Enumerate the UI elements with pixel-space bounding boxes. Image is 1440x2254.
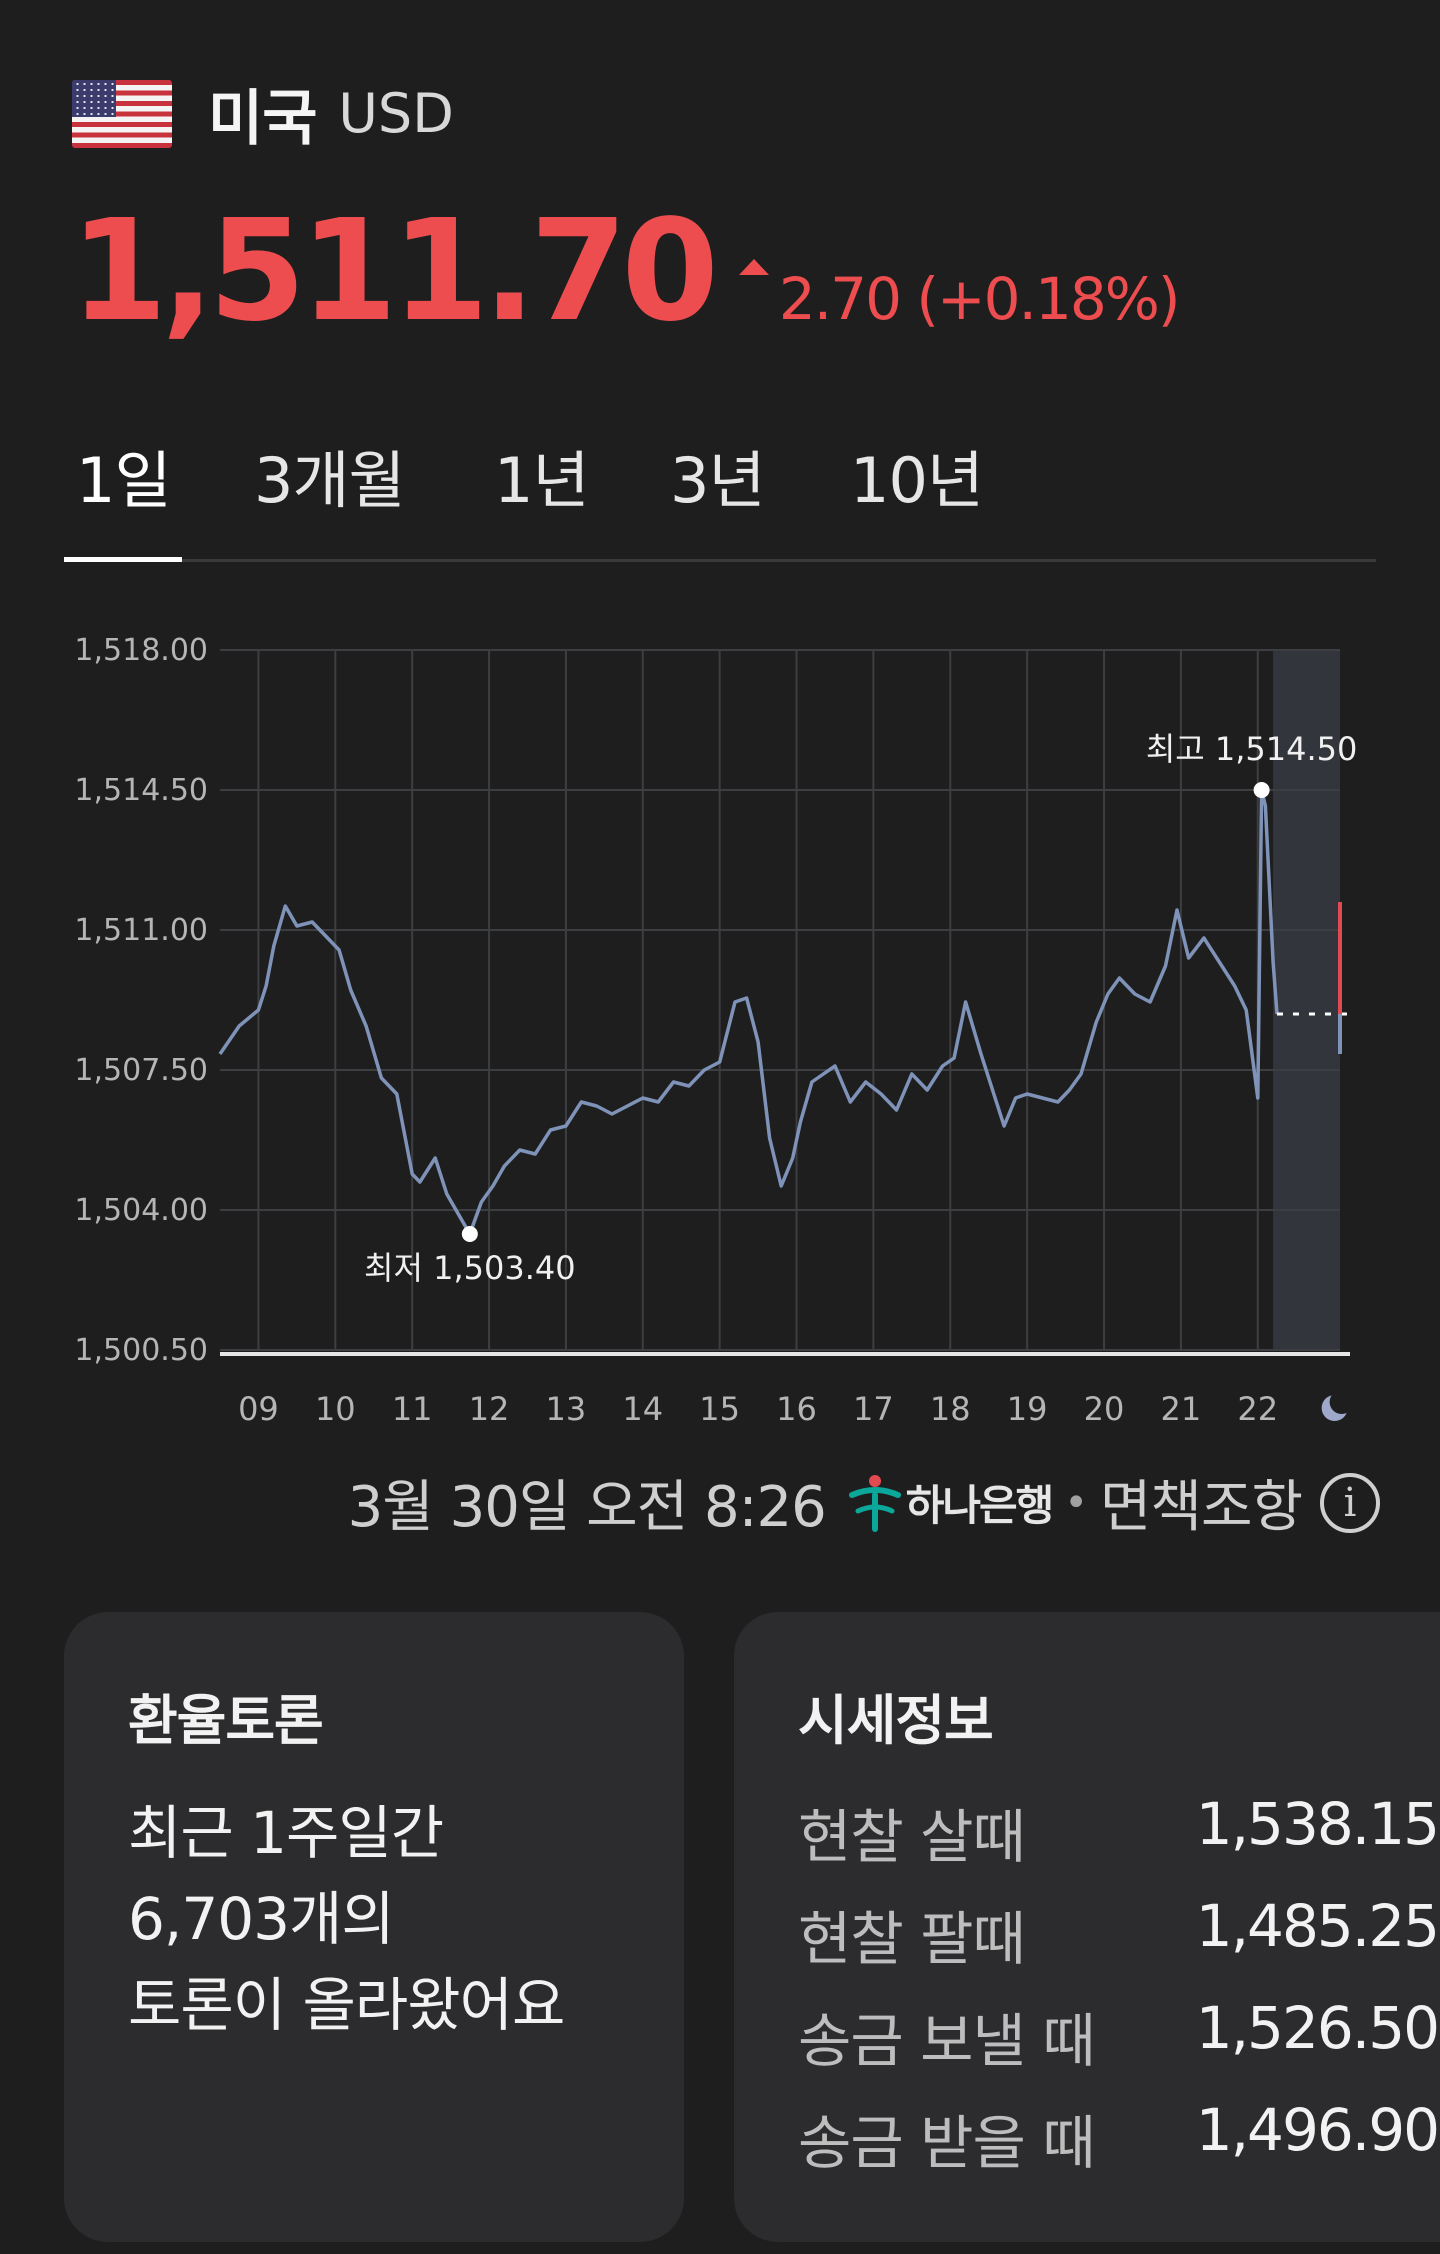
y-tick-label: 1,504.00 xyxy=(74,1193,208,1228)
y-tick-label: 1,511.00 xyxy=(74,913,208,948)
moon-icon-cutout xyxy=(1329,1390,1354,1414)
chart-meta: 3월 30일 오전 8:26 하나은행 • 면책조항 i xyxy=(0,1462,1380,1543)
high-marker xyxy=(1253,782,1270,798)
x-tick-label: 09 xyxy=(238,1390,279,1428)
rate-card-title: 시세정보 xyxy=(798,1689,994,1752)
tab-3-months[interactable]: 3개월 xyxy=(254,444,406,517)
debate-line: 토론이 올라왔어요 xyxy=(128,1971,565,2039)
x-tick-label: 11 xyxy=(392,1390,433,1428)
period-tabs: 1일 3개월 1년 3년 10년 xyxy=(64,430,1376,562)
disclaimer-link[interactable]: 면책조항 xyxy=(1099,1475,1303,1540)
x-tick-label: 22 xyxy=(1237,1390,1278,1428)
debate-summary: 최근 1주일간 6,703개의 토론이 올라왔어요 xyxy=(128,1790,565,2048)
currency-header: 미국 USD xyxy=(72,70,454,157)
price-change: 2.70 (+0.18%) xyxy=(778,265,1181,333)
us-flag-icon xyxy=(72,79,172,148)
y-tick-label: 1,500.50 xyxy=(74,1333,208,1368)
rate-label: 현찰 팔때 xyxy=(798,1905,1026,1973)
provider-logo: 하나은행 xyxy=(848,1472,1055,1533)
rate-value: 1,496.90 xyxy=(1195,2096,1440,2164)
high-label: 최고 1,514.50 xyxy=(1146,730,1358,768)
up-arrow-icon xyxy=(738,259,769,275)
low-marker xyxy=(461,1226,478,1242)
x-tick-label: 15 xyxy=(699,1390,740,1428)
country-name: 미국 xyxy=(208,84,317,154)
x-tick-label: 19 xyxy=(1007,1390,1048,1428)
x-tick-label: 20 xyxy=(1084,1390,1125,1428)
debate-card-title: 환율토론 xyxy=(128,1689,324,1752)
exchange-debate-card[interactable]: 환율토론 최근 1주일간 6,703개의 토론이 올라왔어요 xyxy=(64,1612,684,2242)
info-icon[interactable]: i xyxy=(1320,1472,1380,1533)
y-tick-label: 1,514.50 xyxy=(74,773,208,808)
rate-row-remit-receive: 송금 받을 때 1,496.90 xyxy=(798,2096,1440,2180)
rate-line xyxy=(218,788,1279,1236)
x-tick-label: 14 xyxy=(622,1390,663,1428)
rate-label: 현찰 살때 xyxy=(798,1803,1026,1871)
x-tick-label: 12 xyxy=(469,1390,510,1428)
rate-row-remit-send: 송금 보낼 때 1,526.50 xyxy=(798,1994,1440,2078)
y-tick-label: 1,518.00 xyxy=(74,633,208,668)
tab-10-years[interactable]: 10년 xyxy=(850,444,984,517)
hana-bank-logo-icon xyxy=(848,1474,901,1532)
debate-line: 6,703개의 xyxy=(128,1885,395,1953)
low-label: 최저 1,503.40 xyxy=(364,1249,576,1287)
rate-value: 1,538.15 xyxy=(1195,1790,1440,1858)
tab-1-year[interactable]: 1년 xyxy=(494,444,589,517)
timestamp: 3월 30일 오전 8:26 xyxy=(347,1475,827,1540)
tab-1-day[interactable]: 1일 xyxy=(76,444,171,517)
separator: • xyxy=(1064,1479,1088,1526)
current-price: 1,511.70 xyxy=(70,190,719,353)
debate-line: 최근 1주일간 xyxy=(128,1799,444,1867)
tab-3-years[interactable]: 3년 xyxy=(670,444,765,517)
x-tick-label: 10 xyxy=(315,1390,356,1428)
provider-name: 하나은행 xyxy=(905,1481,1055,1530)
x-tick-label: 17 xyxy=(853,1390,894,1428)
rate-row-cash-sell: 현찰 팔때 1,485.25 xyxy=(798,1892,1440,1976)
x-tick-label: 21 xyxy=(1161,1390,1202,1428)
rate-label: 송금 보낼 때 xyxy=(798,2007,1096,2075)
price-row: 1,511.70 2.70 (+0.18%) xyxy=(70,190,1181,353)
x-tick-label: 16 xyxy=(776,1390,817,1428)
night-session-area xyxy=(1273,650,1340,1350)
x-tick-label: 18 xyxy=(930,1390,971,1428)
exchange-rate-chart[interactable]: 1,518.00 1,514.50 1,511.00 1,507.50 1,504.00… xyxy=(60,620,1380,1440)
x-tick-label: 13 xyxy=(546,1390,587,1428)
chart-svg: 1,518.00 1,514.50 1,511.00 1,507.50 1,504.00… xyxy=(74,633,1358,1428)
currency-code: USD xyxy=(338,82,454,145)
active-tab-indicator xyxy=(64,557,182,562)
rate-row-cash-buy: 현찰 살때 1,538.15 xyxy=(798,1790,1440,1874)
rate-value: 1,526.50 xyxy=(1195,1994,1440,2062)
rate-value: 1,485.25 xyxy=(1195,1892,1440,1960)
rate-info-card[interactable]: 시세정보 현찰 살때 1,538.15 현찰 팔때 1,485.25 송금 보낼… xyxy=(734,1612,1440,2242)
rate-label: 송금 받을 때 xyxy=(798,2109,1096,2177)
y-tick-label: 1,507.50 xyxy=(74,1053,208,1088)
